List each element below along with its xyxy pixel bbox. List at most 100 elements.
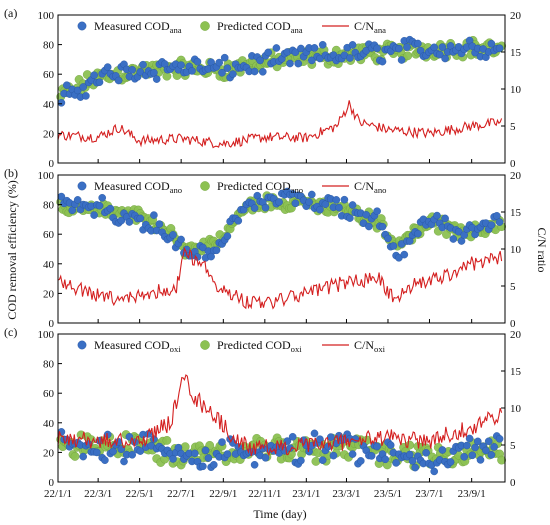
predicted-point xyxy=(405,440,415,450)
measured-point xyxy=(411,463,420,472)
measured-point xyxy=(495,218,504,226)
x-tick-label: 22/9/1 xyxy=(209,488,237,500)
measured-point xyxy=(256,56,264,65)
measured-point xyxy=(136,447,145,455)
measured-point xyxy=(261,203,270,212)
measured-point xyxy=(340,195,349,204)
measured-point xyxy=(297,44,305,53)
measured-point xyxy=(109,447,117,456)
measured-point xyxy=(79,452,87,461)
y-left-tick-label: 40 xyxy=(43,259,55,271)
measured-point xyxy=(223,450,232,458)
measured-point xyxy=(128,66,136,74)
legend-measured-marker xyxy=(77,340,87,350)
measured-point xyxy=(378,57,387,66)
measured-point xyxy=(356,457,365,465)
measured-point xyxy=(310,429,319,438)
measured-point xyxy=(114,76,123,85)
panel-label: (c) xyxy=(4,325,17,339)
measured-point xyxy=(373,44,381,53)
measured-point xyxy=(430,467,439,476)
measured-point xyxy=(169,231,177,239)
predicted-point xyxy=(162,435,172,445)
measured-point xyxy=(400,250,409,259)
measured-point xyxy=(220,53,229,62)
measured-point xyxy=(261,453,270,462)
x-tick-label: 23/9/1 xyxy=(458,488,486,500)
y-right-tick-label: 5 xyxy=(510,121,516,133)
y-left-tick-label: 80 xyxy=(43,200,55,212)
y-left-tick-label: 20 xyxy=(43,288,55,300)
measured-point xyxy=(152,75,161,83)
measured-point xyxy=(307,190,316,199)
predicted-point xyxy=(180,442,190,452)
panel-label: (a) xyxy=(4,6,17,20)
measured-point xyxy=(386,441,395,449)
measured-point xyxy=(136,68,145,76)
measured-point xyxy=(348,201,357,209)
legend-cn-label: C/Noxi xyxy=(354,338,386,354)
measured-point xyxy=(405,450,414,459)
measured-point xyxy=(414,229,422,238)
y-left-tick-label: 20 xyxy=(43,128,55,140)
measured-point xyxy=(250,67,259,76)
measured-point xyxy=(348,450,357,458)
chart-panel-2: 0 20 40 60 80 100 0 5 10 15 20 (b) Measured CODano Pr… xyxy=(4,166,522,330)
y-right-tick-label: 15 xyxy=(510,47,522,59)
measured-point xyxy=(305,198,313,206)
panel-label: (b) xyxy=(4,166,18,180)
measured-point xyxy=(188,67,196,75)
measured-point xyxy=(229,70,237,78)
measured-point xyxy=(316,205,324,214)
measured-point xyxy=(490,443,498,451)
legend-predicted-label: Predicted CODana xyxy=(217,19,303,35)
measured-point xyxy=(63,81,71,89)
y-left-tick-label: 0 xyxy=(49,158,55,170)
x-tick-label: 23/1/1 xyxy=(292,488,320,500)
measured-point xyxy=(73,196,82,204)
measured-point xyxy=(98,193,106,202)
measured-point xyxy=(199,243,207,252)
legend-predicted-marker xyxy=(200,340,210,350)
measured-point xyxy=(223,232,232,240)
measured-point xyxy=(389,242,398,250)
measured-point xyxy=(177,61,185,69)
measured-point xyxy=(275,198,283,206)
y-left-tick-label: 60 xyxy=(43,229,55,241)
measured-point xyxy=(441,214,449,223)
measured-point xyxy=(258,68,267,76)
measured-point xyxy=(465,434,474,443)
measured-point xyxy=(335,203,343,212)
measured-point xyxy=(218,69,226,77)
measured-point xyxy=(318,456,327,465)
legend-cn-label: C/Nana xyxy=(354,19,386,35)
y-left-tick-label: 100 xyxy=(38,10,55,22)
legend-measured-label: Measured CODana xyxy=(94,19,182,35)
y-right-tick-label: 10 xyxy=(510,84,522,96)
y-left-tick-label: 60 xyxy=(43,388,55,400)
measured-point xyxy=(294,59,303,68)
measured-point xyxy=(234,216,243,225)
y-left-tick-label: 0 xyxy=(49,318,55,330)
measured-point xyxy=(329,451,338,460)
measured-point xyxy=(218,438,226,446)
measured-point xyxy=(272,44,281,52)
measured-point xyxy=(438,43,447,51)
measured-point xyxy=(482,446,490,455)
measured-point xyxy=(209,460,218,469)
y-right-tick-label: 0 xyxy=(510,158,516,170)
measured-point xyxy=(204,454,213,462)
measured-point xyxy=(321,200,330,208)
measured-point xyxy=(125,218,134,226)
measured-point xyxy=(155,220,164,228)
measured-point xyxy=(169,455,177,463)
measured-point xyxy=(397,56,406,64)
measured-point xyxy=(403,43,411,51)
measured-point xyxy=(288,432,297,441)
measured-point xyxy=(487,451,496,459)
measured-point xyxy=(373,207,381,215)
measured-point xyxy=(373,442,381,451)
measured-point xyxy=(73,86,82,95)
measured-point xyxy=(468,451,477,460)
measured-point xyxy=(435,50,444,59)
